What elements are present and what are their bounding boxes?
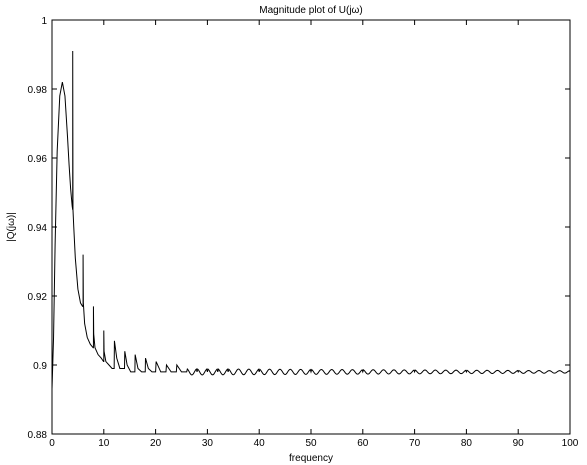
x-tick-label: 100 <box>562 438 579 449</box>
y-tick-label: 0.98 <box>28 85 48 96</box>
y-axis-label: |Q(jω)| <box>6 212 17 242</box>
series-line <box>51 51 571 390</box>
x-tick-label: 70 <box>409 438 421 449</box>
y-axis: 0.88 0.9 0.92 0.94 0.96 0.98 1 <box>28 16 570 441</box>
x-tick-label: 90 <box>513 438 525 449</box>
plot-area <box>51 51 571 390</box>
x-tick-label: 80 <box>461 438 473 449</box>
y-tick-label: 0.88 <box>28 430 48 441</box>
y-tick-label: 0.94 <box>28 223 48 234</box>
y-tick-label: 0.96 <box>28 154 48 165</box>
x-tick-label: 10 <box>98 438 110 449</box>
y-tick-label: 0.9 <box>33 361 47 372</box>
x-tick-label: 40 <box>254 438 266 449</box>
chart-title: Magnitude plot of U(jω) <box>259 5 362 16</box>
y-tick-label: 0.92 <box>28 292 48 303</box>
x-tick-label: 0 <box>49 438 55 449</box>
x-tick-label: 30 <box>202 438 214 449</box>
x-axis-label: frequency <box>289 453 333 464</box>
x-tick-label: 50 <box>305 438 317 449</box>
x-axis: 0 10 20 30 40 50 60 70 80 90 100 <box>49 20 579 449</box>
x-tick-label: 60 <box>357 438 369 449</box>
y-tick-label: 1 <box>41 16 47 27</box>
x-tick-label: 20 <box>150 438 162 449</box>
